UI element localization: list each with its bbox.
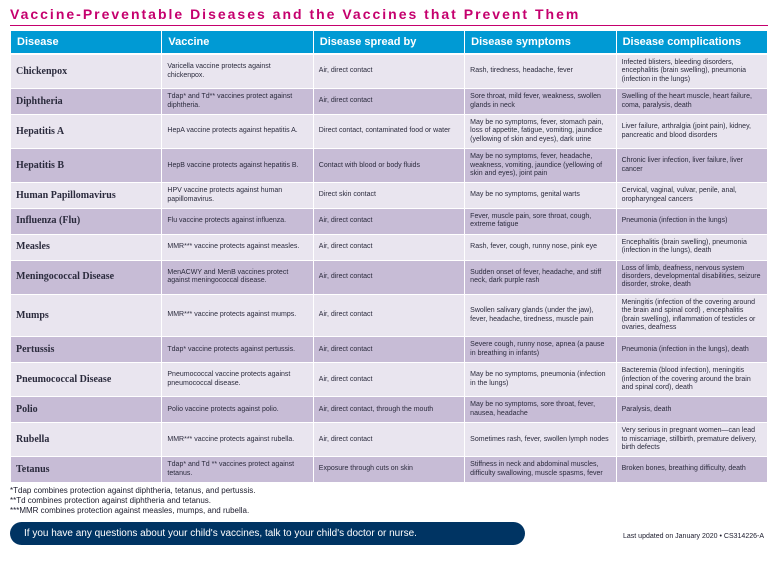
table-cell: Tdap* vaccine protects against pertussis… — [162, 337, 313, 363]
table-cell: HepB vaccine protects against hepatitis … — [162, 149, 313, 183]
table-cell: Human Papillomavirus — [11, 183, 162, 209]
table-cell: May be no symptoms, fever, headache, wea… — [465, 149, 616, 183]
table-cell: Chickenpox — [11, 54, 162, 89]
table-cell: May be no symptoms, sore throat, fever, … — [465, 397, 616, 423]
table-cell: Broken bones, breathing difficulty, deat… — [616, 457, 767, 483]
table-cell: Air, direct contact — [313, 209, 464, 235]
table-cell: Air, direct contact, through the mouth — [313, 397, 464, 423]
table-cell: Air, direct contact — [313, 294, 464, 337]
table-row: Hepatitis BHepB vaccine protects against… — [11, 149, 768, 183]
table-cell: Stiffness in neck and abdominal muscles,… — [465, 457, 616, 483]
col-symptoms: Disease symptoms — [465, 31, 616, 55]
table-cell: MMR*** vaccine protects against measles. — [162, 234, 313, 260]
table-cell: Cervical, vaginal, vulvar, penile, anal,… — [616, 183, 767, 209]
table-cell: Air, direct contact — [313, 89, 464, 115]
table-row: MeaslesMMR*** vaccine protects against m… — [11, 234, 768, 260]
table-cell: Air, direct contact — [313, 234, 464, 260]
table-cell: Rubella — [11, 423, 162, 457]
table-cell: Tetanus — [11, 457, 162, 483]
table-cell: MenACWY and MenB vaccines protect agains… — [162, 260, 313, 294]
table-cell: May be no symptoms, fever, stomach pain,… — [465, 114, 616, 148]
table-cell: Pneumococcal vaccine protects against pn… — [162, 363, 313, 397]
table-cell: Polio — [11, 397, 162, 423]
table-cell: MMR*** vaccine protects against mumps. — [162, 294, 313, 337]
col-spread: Disease spread by — [313, 31, 464, 55]
table-row: Influenza (Flu)Flu vaccine protects agai… — [11, 209, 768, 235]
table-cell: Flu vaccine protects against influenza. — [162, 209, 313, 235]
table-cell: Air, direct contact — [313, 363, 464, 397]
table-cell: Pneumococcal Disease — [11, 363, 162, 397]
table-cell: Tdap* and Td ** vaccines protect against… — [162, 457, 313, 483]
table-cell: May be no symptoms, genital warts — [465, 183, 616, 209]
table-row: TetanusTdap* and Td ** vaccines protect … — [11, 457, 768, 483]
table-cell: Paralysis, death — [616, 397, 767, 423]
col-disease: Disease — [11, 31, 162, 55]
table-cell: Air, direct contact — [313, 54, 464, 89]
col-vaccine: Vaccine — [162, 31, 313, 55]
table-cell: Contact with blood or body fluids — [313, 149, 464, 183]
table-cell: Pertussis — [11, 337, 162, 363]
table-cell: Sometimes rash, fever, swollen lymph nod… — [465, 423, 616, 457]
table-cell: Measles — [11, 234, 162, 260]
table-cell: Direct contact, contaminated food or wat… — [313, 114, 464, 148]
table-cell: Pneumonia (infection in the lungs), deat… — [616, 337, 767, 363]
table-cell: Bacteremia (blood infection), meningitis… — [616, 363, 767, 397]
table-cell: Hepatitis A — [11, 114, 162, 148]
table-cell: Air, direct contact — [313, 423, 464, 457]
table-row: Human PapillomavirusHPV vaccine protects… — [11, 183, 768, 209]
table-cell: Polio vaccine protects against polio. — [162, 397, 313, 423]
table-cell: Exposure through cuts on skin — [313, 457, 464, 483]
table-cell: Diphtheria — [11, 89, 162, 115]
table-cell: Direct skin contact — [313, 183, 464, 209]
table-cell: MMR*** vaccine protects against rubella. — [162, 423, 313, 457]
table-row: DiphtheriaTdap* and Td** vaccines protec… — [11, 89, 768, 115]
table-row: Hepatitis AHepA vaccine protects against… — [11, 114, 768, 148]
table-cell: Rash, tiredness, headache, fever — [465, 54, 616, 89]
table-cell: Influenza (Flu) — [11, 209, 162, 235]
table-row: PolioPolio vaccine protects against poli… — [11, 397, 768, 423]
table-cell: May be no symptoms, pneumonia (infection… — [465, 363, 616, 397]
table-cell: Infected blisters, bleeding disorders, e… — [616, 54, 767, 89]
table-cell: Sore throat, mild fever, weakness, swoll… — [465, 89, 616, 115]
footnote-3: ***MMR combines protection against measl… — [10, 506, 768, 516]
table-header-row: Disease Vaccine Disease spread by Diseas… — [11, 31, 768, 55]
table-row: ChickenpoxVaricella vaccine protects aga… — [11, 54, 768, 89]
table-cell: Tdap* and Td** vaccines protect against … — [162, 89, 313, 115]
table-cell: Swollen salivary glands (under the jaw),… — [465, 294, 616, 337]
footnotes: *Tdap combines protection against diphth… — [10, 486, 768, 516]
table-cell: Severe cough, runny nose, apnea (a pause… — [465, 337, 616, 363]
table-cell: Air, direct contact — [313, 337, 464, 363]
table-row: MumpsMMR*** vaccine protects against mum… — [11, 294, 768, 337]
table-cell: Pneumonia (infection in the lungs) — [616, 209, 767, 235]
table-cell: Air, direct contact — [313, 260, 464, 294]
table-cell: Liver failure, arthralgia (joint pain), … — [616, 114, 767, 148]
table-cell: Mumps — [11, 294, 162, 337]
table-cell: Loss of limb, deafness, nervous system d… — [616, 260, 767, 294]
col-complications: Disease complications — [616, 31, 767, 55]
table-cell: Chronic liver infection, liver failure, … — [616, 149, 767, 183]
page-title: Vaccine-Preventable Diseases and the Vac… — [10, 6, 768, 26]
table-row: Meningococcal DiseaseMenACWY and MenB va… — [11, 260, 768, 294]
table-cell: Meningitis (infection of the covering ar… — [616, 294, 767, 337]
table-cell: Hepatitis B — [11, 149, 162, 183]
vaccine-table: Disease Vaccine Disease spread by Diseas… — [10, 30, 768, 483]
table-cell: HPV vaccine protects against human papil… — [162, 183, 313, 209]
table-row: Pneumococcal DiseasePneumococcal vaccine… — [11, 363, 768, 397]
table-cell: Varicella vaccine protects against chick… — [162, 54, 313, 89]
table-cell: Rash, fever, cough, runny nose, pink eye — [465, 234, 616, 260]
table-cell: Meningococcal Disease — [11, 260, 162, 294]
table-row: RubellaMMR*** vaccine protects against r… — [11, 423, 768, 457]
table-cell: Swelling of the heart muscle, heart fail… — [616, 89, 767, 115]
table-cell: Very serious in pregnant women—can lead … — [616, 423, 767, 457]
footnote-1: *Tdap combines protection against diphth… — [10, 486, 768, 496]
bottom-info-bar: If you have any questions about your chi… — [10, 522, 525, 545]
table-cell: Fever, muscle pain, sore throat, cough, … — [465, 209, 616, 235]
table-row: PertussisTdap* vaccine protects against … — [11, 337, 768, 363]
table-cell: Encephalitis (brain swelling), pneumonia… — [616, 234, 767, 260]
table-cell: HepA vaccine protects against hepatitis … — [162, 114, 313, 148]
footnote-2: **Td combines protection against diphthe… — [10, 496, 768, 506]
table-cell: Sudden onset of fever, headache, and sti… — [465, 260, 616, 294]
